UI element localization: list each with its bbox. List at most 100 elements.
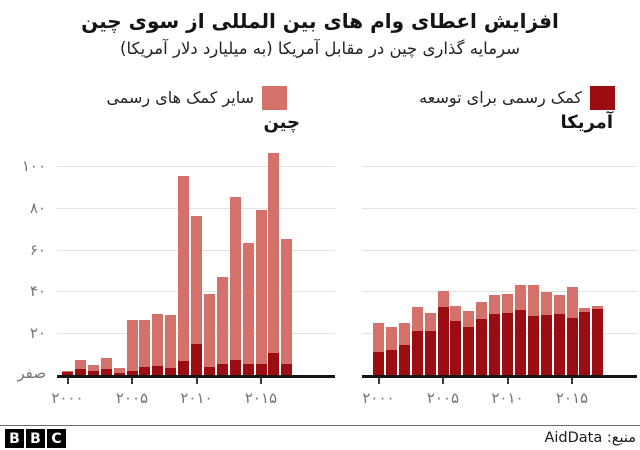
bar-oda-usa-2005 bbox=[437, 307, 449, 375]
bar-oda-usa-2013 bbox=[540, 315, 552, 375]
x-tick-usa-2005 bbox=[442, 378, 444, 384]
x-tick-usa-2015 bbox=[571, 378, 573, 384]
bar-other-usa-2015 bbox=[566, 287, 578, 318]
bar-other-china-2014 bbox=[242, 243, 254, 364]
bar-oda-china-2009 bbox=[178, 361, 190, 375]
legend-swatch-other bbox=[262, 86, 287, 110]
bar-other-usa-2014 bbox=[553, 294, 565, 315]
bar-oda-china-2004 bbox=[113, 372, 125, 375]
y-axis-label-40: ۴۰ bbox=[29, 282, 46, 300]
bar-oda-china-2014 bbox=[242, 363, 254, 375]
bar-other-china-2017 bbox=[281, 239, 293, 364]
bar-oda-usa-2007 bbox=[463, 326, 475, 375]
bar-other-china-2009 bbox=[178, 176, 190, 362]
gridline-40 bbox=[362, 291, 637, 293]
bar-oda-china-2002 bbox=[87, 370, 99, 375]
bar-other-china-2003 bbox=[100, 358, 112, 369]
bar-other-china-2006 bbox=[139, 319, 151, 367]
legend-swatch-oda bbox=[590, 86, 615, 110]
bar-oda-china-2010 bbox=[191, 343, 202, 375]
x-tick-china-2015 bbox=[260, 378, 262, 384]
bar-other-china-2016 bbox=[268, 153, 280, 354]
x-tick-label-usa-2010: ۲۰۱۰ bbox=[491, 389, 524, 407]
bar-other-china-2007 bbox=[152, 314, 164, 366]
bar-oda-usa-2012 bbox=[527, 316, 539, 375]
bar-oda-china-2003 bbox=[100, 368, 112, 375]
bar-other-usa-2005 bbox=[437, 291, 449, 308]
bar-oda-usa-2008 bbox=[476, 318, 488, 375]
bar-oda-china-2000 bbox=[62, 371, 73, 375]
y-axis-label-60: ۶۰ bbox=[29, 241, 46, 259]
bar-oda-china-2001 bbox=[74, 368, 86, 375]
bar-oda-usa-2014 bbox=[553, 314, 565, 375]
x-tick-usa-2000 bbox=[377, 378, 380, 384]
bar-oda-china-2007 bbox=[152, 365, 164, 375]
gridline-60 bbox=[362, 249, 637, 251]
bar-other-usa-2008 bbox=[476, 301, 488, 319]
bar-oda-china-2015 bbox=[255, 363, 267, 375]
bar-other-usa-2007 bbox=[463, 311, 475, 327]
bar-other-china-2005 bbox=[126, 319, 138, 371]
bar-other-usa-2009 bbox=[489, 294, 501, 315]
bar-other-china-2000 bbox=[62, 370, 73, 372]
bar-other-china-2011 bbox=[203, 293, 215, 367]
bar-oda-usa-2015 bbox=[566, 317, 578, 375]
gridline-80 bbox=[57, 207, 335, 209]
bar-other-usa-2011 bbox=[514, 285, 526, 311]
bar-oda-china-2006 bbox=[139, 366, 151, 375]
legend-item-other: سایر کمک های رسمی bbox=[106, 86, 287, 110]
source-label: منبع: AidData bbox=[544, 430, 636, 446]
bar-other-china-2013 bbox=[229, 197, 241, 361]
bar-other-china-2004 bbox=[113, 367, 125, 373]
x-tick-label-china-2015: ۲۰۱۵ bbox=[244, 389, 278, 407]
bar-other-usa-2017 bbox=[592, 306, 604, 310]
bar-other-china-2008 bbox=[165, 315, 177, 368]
bar-other-usa-2004 bbox=[424, 313, 436, 332]
bbc-logo-block-b2: B bbox=[26, 429, 45, 448]
legend-label-oda: کمک رسمی برای توسعه bbox=[419, 88, 582, 107]
y-axis-label-zero: صفر bbox=[17, 364, 46, 382]
bar-other-usa-2013 bbox=[540, 292, 552, 316]
bar-oda-usa-2000 bbox=[373, 352, 384, 375]
footer-divider bbox=[0, 425, 640, 426]
bar-oda-china-2008 bbox=[165, 367, 177, 375]
bar-oda-usa-2001 bbox=[385, 349, 397, 375]
y-axis-label-80: ۸۰ bbox=[29, 199, 46, 217]
bar-oda-usa-2010 bbox=[502, 313, 513, 375]
bar-other-china-2010 bbox=[191, 216, 202, 344]
bar-oda-usa-2016 bbox=[579, 312, 591, 375]
bar-oda-china-2017 bbox=[281, 363, 293, 375]
bar-oda-china-2013 bbox=[229, 360, 241, 375]
gridline-80 bbox=[362, 207, 637, 209]
x-tick-label-usa-2005: ۲۰۰۵ bbox=[426, 389, 460, 407]
x-tick-label-usa-2015: ۲۰۱۵ bbox=[555, 389, 589, 407]
legend-item-oda: کمک رسمی برای توسعه bbox=[419, 86, 615, 110]
x-tick-label-china-2000: ۲۰۰۰ bbox=[51, 389, 84, 407]
bar-oda-china-2005 bbox=[126, 370, 138, 375]
bar-other-usa-2001 bbox=[385, 326, 397, 350]
bbc-logo-block-b1: B bbox=[5, 429, 24, 448]
bar-oda-china-2016 bbox=[268, 353, 280, 375]
legend-label-other: سایر کمک های رسمی bbox=[106, 88, 254, 107]
bar-other-usa-2010 bbox=[502, 293, 513, 314]
bar-other-china-2015 bbox=[255, 209, 267, 364]
y-axis-label-100: ۱۰۰ bbox=[21, 157, 46, 175]
bar-other-usa-2000 bbox=[373, 322, 384, 353]
bbc-logo-block-c: C bbox=[47, 429, 66, 448]
bar-other-usa-2002 bbox=[398, 322, 410, 345]
bar-oda-usa-2011 bbox=[514, 310, 526, 375]
bar-oda-usa-2006 bbox=[450, 320, 462, 375]
chart-title: افزایش اعطای وام های بین المللی از سوی چ… bbox=[81, 9, 559, 33]
gridline-100 bbox=[57, 166, 335, 167]
chart-subtitle: سرمایه گذاری چین در مقابل آمریکا (به میل… bbox=[120, 39, 520, 58]
x-tick-label-usa-2000: ۲۰۰۰ bbox=[362, 389, 395, 407]
panel-usa bbox=[362, 152, 637, 378]
bar-other-usa-2016 bbox=[579, 308, 591, 313]
panel-china bbox=[57, 152, 335, 378]
bbc-logo: B B C bbox=[5, 429, 66, 448]
x-tick-label-china-2010: ۲۰۱۰ bbox=[180, 389, 213, 407]
bar-other-china-2001 bbox=[74, 360, 86, 369]
bar-other-china-2012 bbox=[216, 276, 228, 364]
bar-oda-usa-2017 bbox=[592, 309, 604, 375]
